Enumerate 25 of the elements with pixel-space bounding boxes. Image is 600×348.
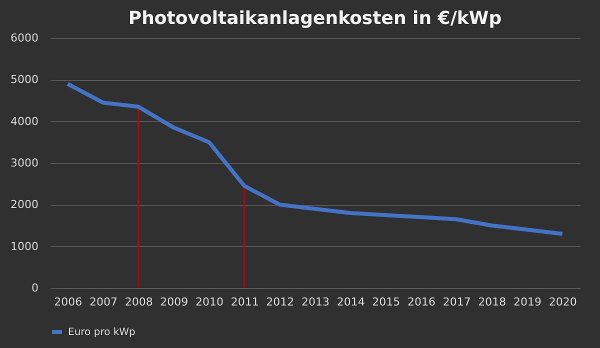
x-tick-label: 2009 [160,296,188,308]
x-tick-label: 2018 [478,296,506,308]
x-tick-label: 2020 [548,296,577,308]
y-tick-label: 6000 [10,32,38,44]
legend-label: Euro pro kWp [68,327,136,338]
x-tick-label: 2016 [408,296,436,308]
line-series [66,82,564,236]
y-tick-label: 3000 [10,156,38,170]
y-tick-label: 5000 [10,73,38,86]
x-tick-label: 2017 [442,296,471,308]
y-tick-label: 0 [32,282,38,294]
x-tick-label: 2010 [196,296,224,308]
y-tick-label: 1000 [10,240,38,253]
x-tick-label: 2007 [90,296,118,308]
chart-title: Photovoltaikanlagenkosten in €/kWp [128,8,502,29]
y-tick-label: 2000 [10,198,38,212]
x-tick-label: 2015 [372,296,400,308]
y-tick-label: 4000 [10,114,38,128]
x-tick-label: 2008 [124,296,153,308]
x-tick-label: 2006 [54,296,82,308]
x-tick-label: 2012 [266,296,294,308]
x-tick-label: 2014 [336,296,365,308]
x-tick-label: 2013 [302,296,330,308]
x-tick-label: 2019 [514,296,542,308]
x-tick-label: 2011 [230,296,259,308]
